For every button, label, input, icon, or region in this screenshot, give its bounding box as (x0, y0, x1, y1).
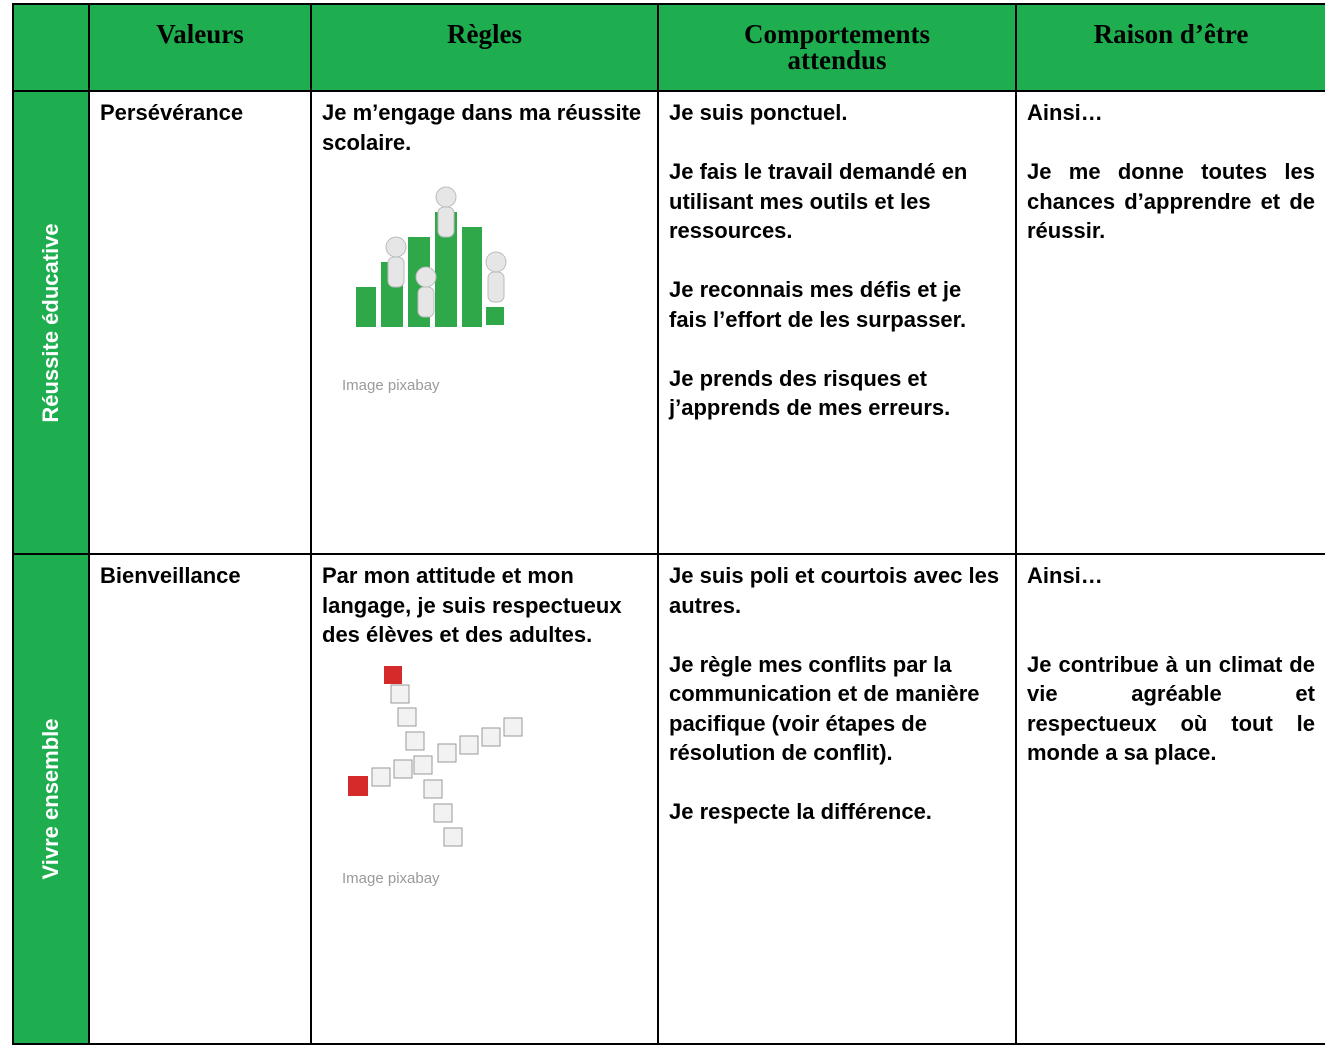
illustration (356, 186, 507, 327)
behavior: Je reconnais mes défis et je fais l’effo… (669, 277, 967, 332)
value-text: Persévérance (100, 100, 244, 125)
rule-text: Par mon attitude et mon langage, je suis… (322, 563, 622, 647)
behavior: Je règle mes conflits par la communicati… (669, 651, 980, 766)
table-row: Vivre ensemble Bienveillance Par mon att… (12, 553, 1325, 1045)
image-caption: Image pixabay (342, 377, 440, 394)
header-cell: Règles (310, 3, 659, 92)
header-text: Comportements attendus (744, 19, 930, 75)
behavior: Je suis poli et courtois avec les autres… (669, 563, 1000, 618)
value-cell: Persévérance (88, 90, 312, 555)
reason-cell: Ainsi… Je me donne toutes les chances d’… (1015, 90, 1325, 555)
header-corner (12, 3, 90, 92)
illustration (348, 665, 523, 846)
behavior: Je fais le travail demandé en utilisant … (669, 159, 968, 243)
rule-cell: Par mon attitude et mon langage, je suis… (310, 553, 659, 1045)
behaviors-cell: Je suis poli et courtois avec les autres… (657, 553, 1017, 1045)
values-table: Valeurs Règles Comportements attendus Ra… (12, 3, 1325, 1045)
behavior: Je prends des risques et j’apprends de m… (669, 365, 951, 421)
image-caption: Image pixabay (342, 869, 440, 887)
rule-text: Je m’engage dans ma réussite scolaire. (322, 100, 642, 155)
value-cell: Bienveillance (88, 553, 312, 1045)
rule-cell: Je m’engage dans ma réussite scolaire. I… (310, 90, 659, 555)
header-cell: Raison d’être (1015, 3, 1325, 92)
header-row: Valeurs Règles Comportements attendus Ra… (12, 3, 1325, 92)
section-label: Réussite éducative (38, 222, 63, 423)
value-text: Bienveillance (100, 563, 241, 588)
section-cell: Réussite éducative (12, 90, 90, 555)
reason-cell: Ainsi… Je contribue à un climat de vie a… (1015, 553, 1325, 1045)
section-cell: Vivre ensemble (12, 553, 90, 1045)
header-cell: Comportements attendus (657, 3, 1017, 92)
behaviors-cell: Je suis ponctuel. Je fais le travail dem… (657, 90, 1017, 555)
behavior: Je suis ponctuel. (669, 100, 848, 125)
reason-text: Je me donne toutes les chances d’apprend… (1027, 159, 1315, 243)
header-cell: Valeurs (88, 3, 312, 92)
table-row: Réussite éducative Persévérance Je m’eng… (12, 90, 1325, 555)
behavior: Je respecte la différence. (669, 799, 932, 824)
reason-text: Ainsi… (1027, 563, 1103, 588)
section-label: Vivre ensemble (38, 718, 63, 880)
reason-text: Je contribue à un climat de vie agréable… (1027, 651, 1315, 766)
reason-text: Ainsi… (1027, 100, 1103, 125)
